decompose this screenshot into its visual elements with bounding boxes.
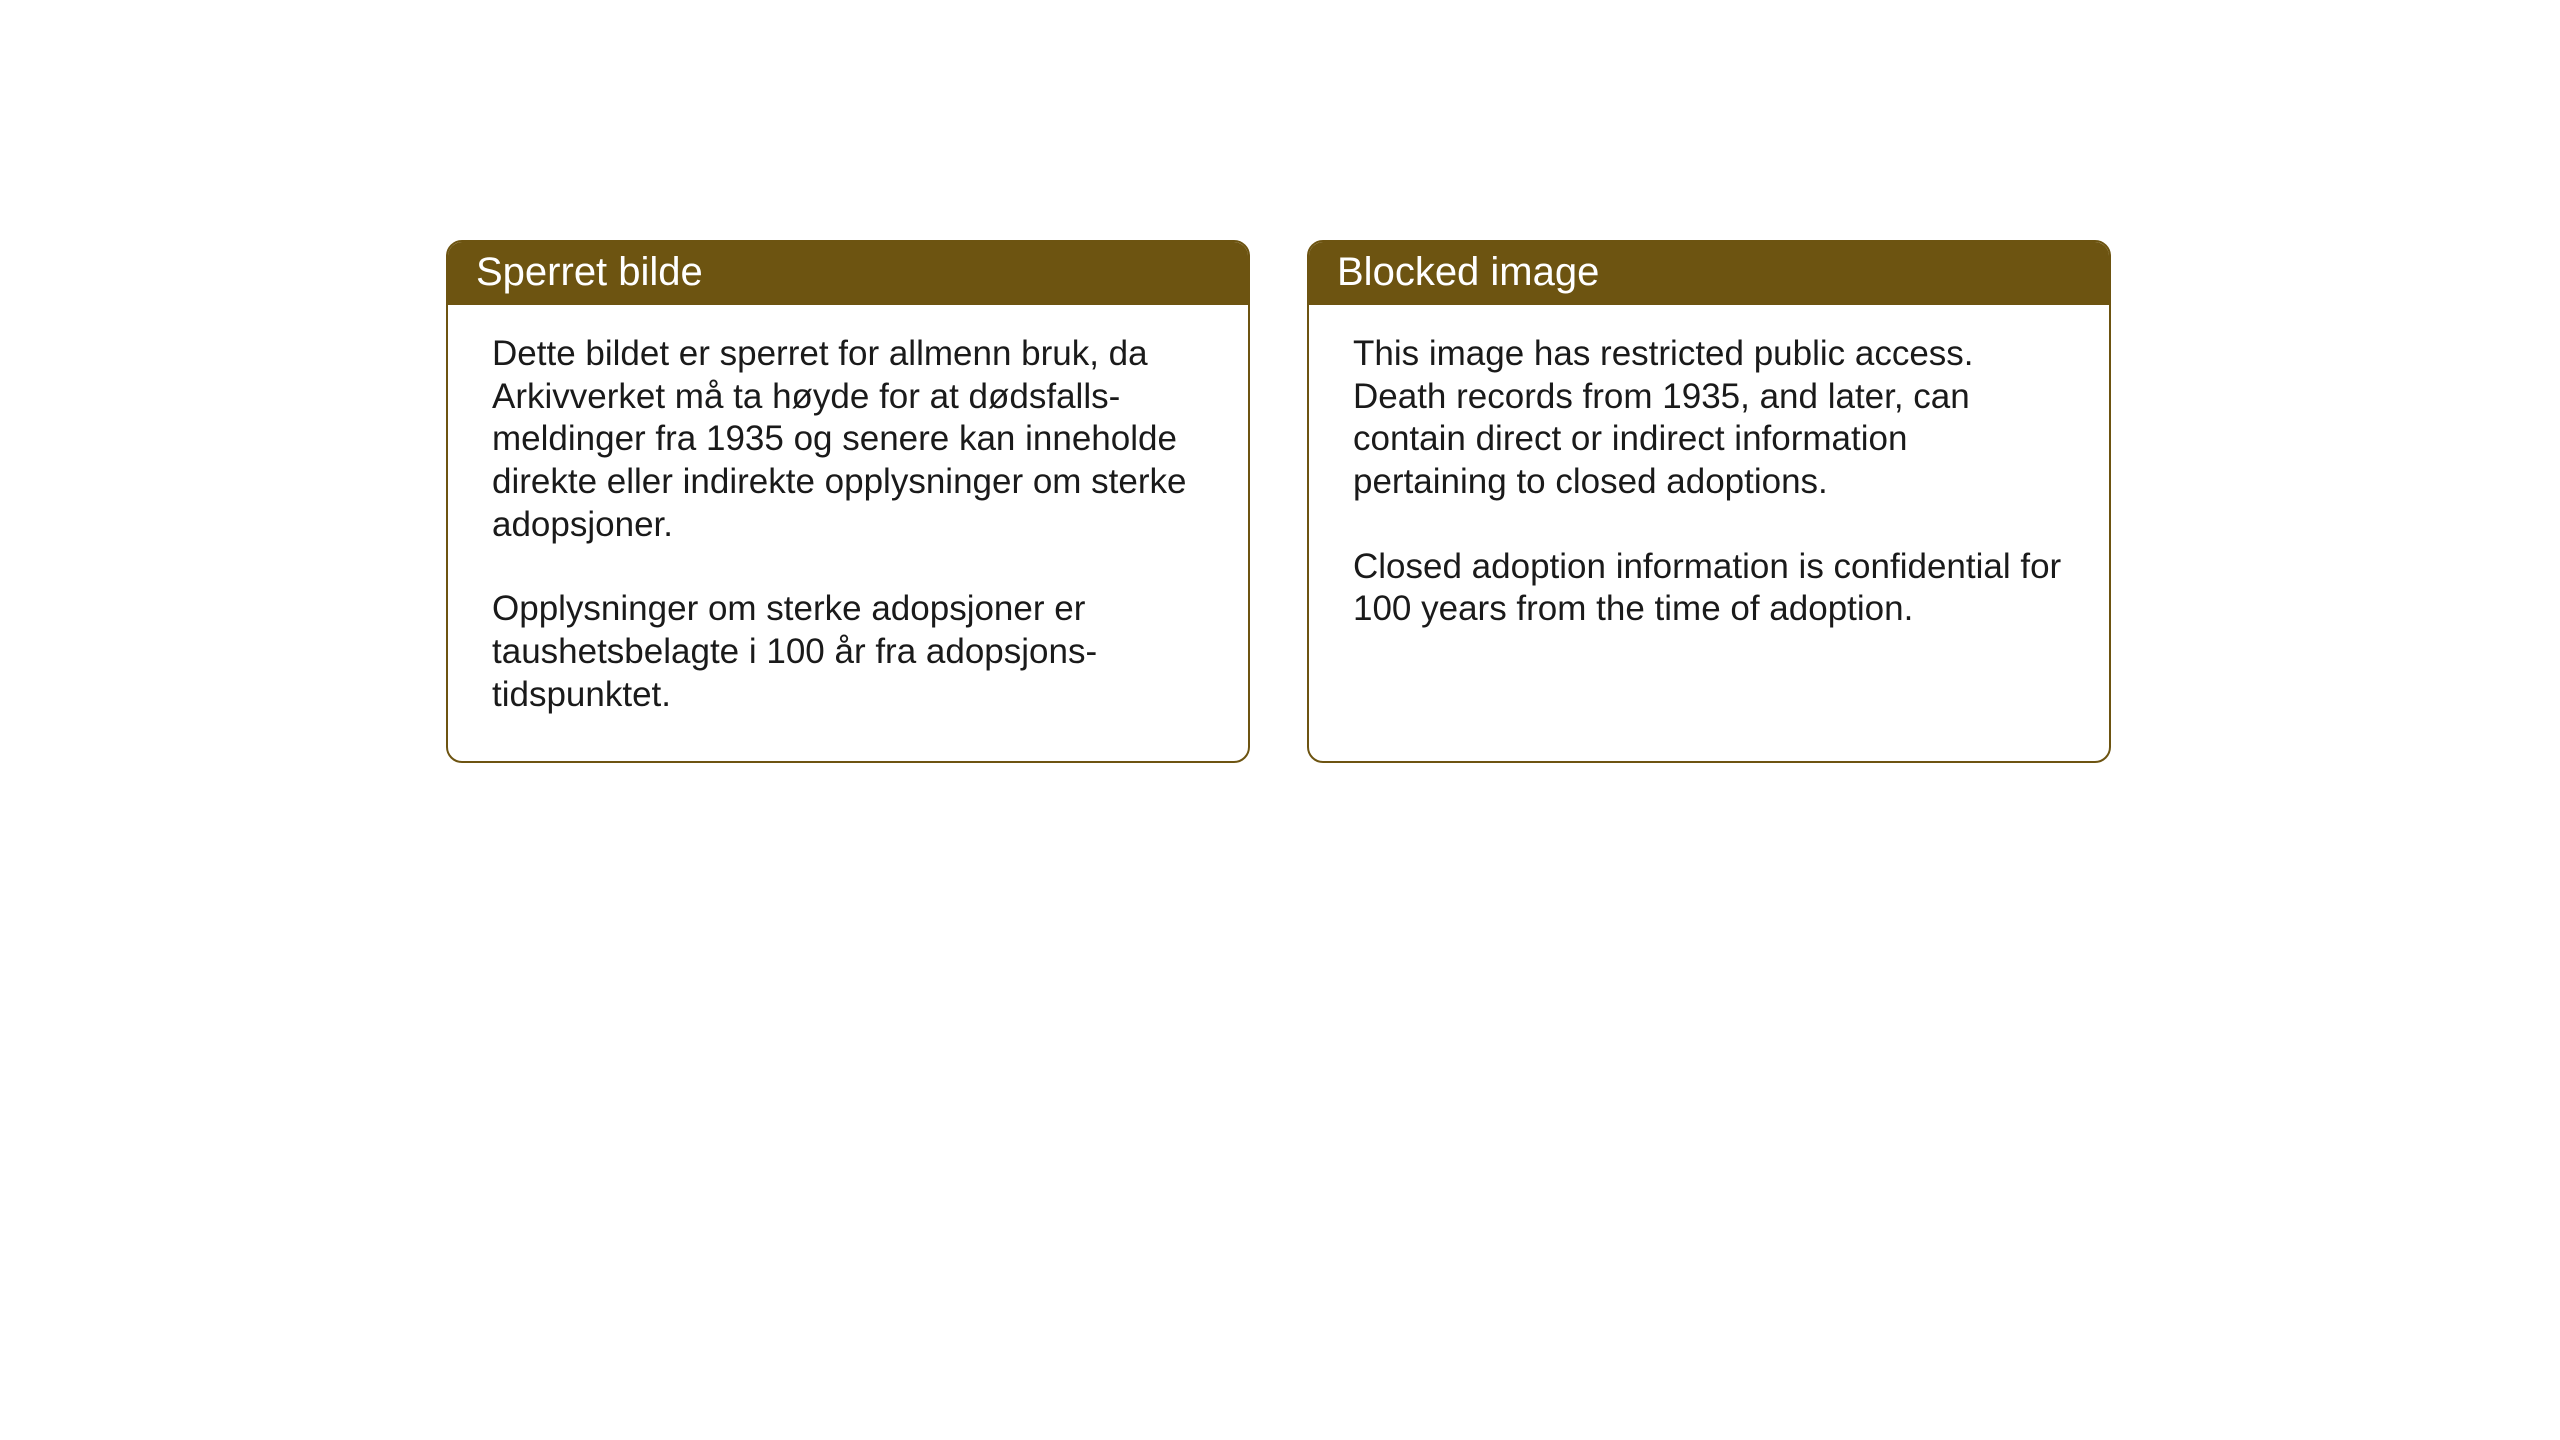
card-english: Blocked image This image has restricted … — [1307, 240, 2111, 763]
paragraph-1-english: This image has restricted public access.… — [1353, 333, 2065, 504]
card-header-english: Blocked image — [1309, 242, 2109, 305]
paragraph-2-english: Closed adoption information is confident… — [1353, 546, 2065, 631]
paragraph-2-norwegian: Opplysninger om sterke adopsjoner er tau… — [492, 588, 1204, 716]
cards-container: Sperret bilde Dette bildet er sperret fo… — [446, 240, 2111, 763]
paragraph-1-norwegian: Dette bildet er sperret for allmenn bruk… — [492, 333, 1204, 546]
card-body-norwegian: Dette bildet er sperret for allmenn bruk… — [448, 305, 1248, 761]
card-header-norwegian: Sperret bilde — [448, 242, 1248, 305]
card-body-english: This image has restricted public access.… — [1309, 305, 2109, 675]
card-norwegian: Sperret bilde Dette bildet er sperret fo… — [446, 240, 1250, 763]
